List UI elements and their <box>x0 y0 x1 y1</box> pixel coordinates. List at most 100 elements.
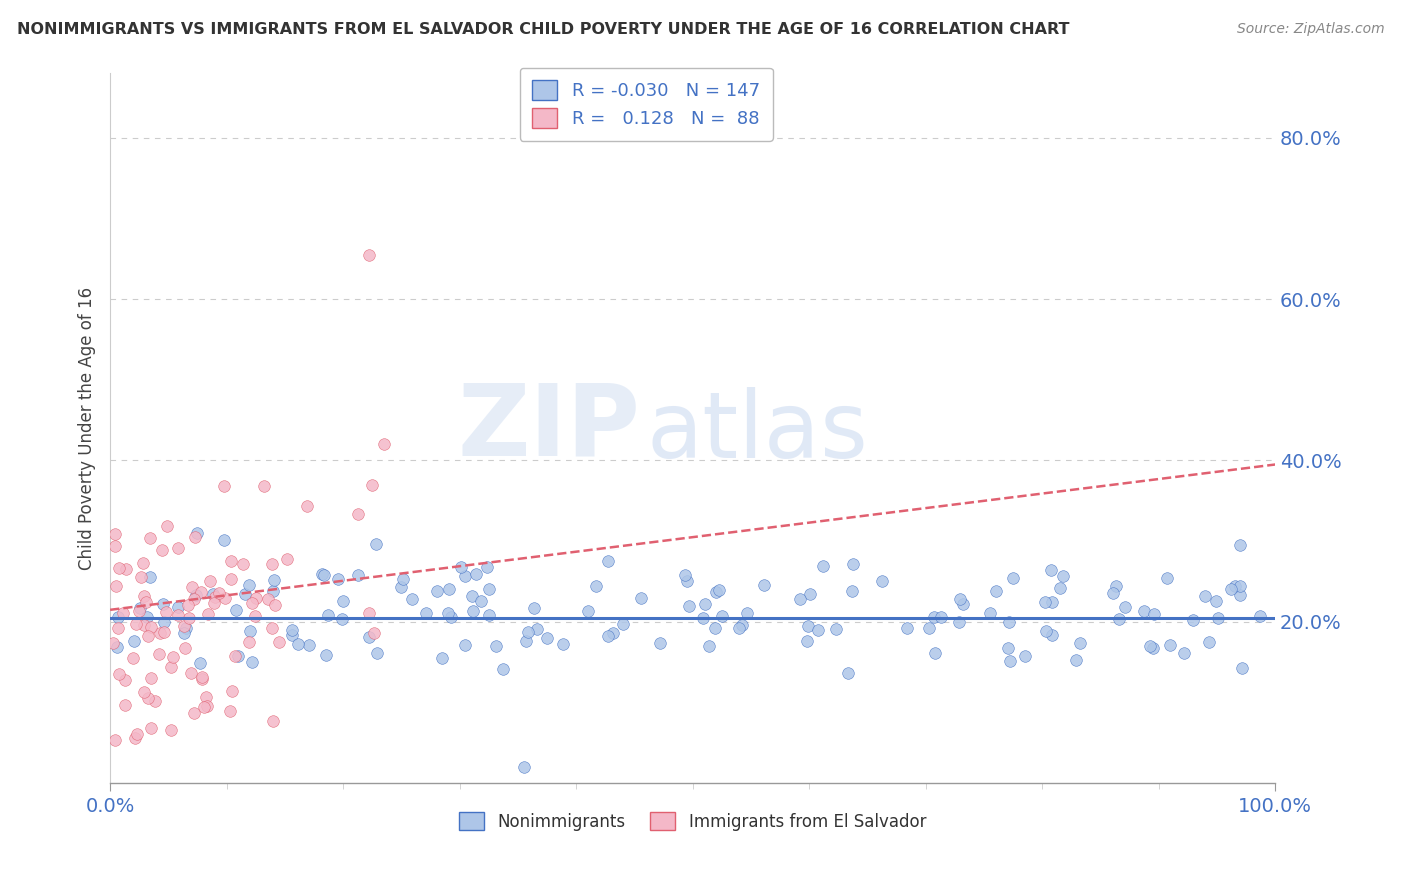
Point <box>870 574 893 588</box>
Point <box>276 551 298 566</box>
Point <box>212 533 235 547</box>
Point <box>122 634 145 648</box>
Point <box>186 588 208 602</box>
Point <box>197 607 219 621</box>
Point <box>104 526 127 541</box>
Point <box>979 606 1001 620</box>
Point <box>1159 638 1181 652</box>
Point <box>127 726 149 740</box>
Point <box>212 479 235 493</box>
Point <box>347 507 370 521</box>
Point <box>1033 595 1056 609</box>
Point <box>789 591 811 606</box>
Point <box>332 594 354 608</box>
Point <box>166 599 188 614</box>
Point <box>731 618 754 632</box>
Point <box>453 638 475 652</box>
Point <box>811 558 834 573</box>
Point <box>104 579 127 593</box>
Point <box>842 557 865 571</box>
Point <box>143 694 166 708</box>
Point <box>918 621 941 635</box>
Point <box>262 621 284 635</box>
Point <box>198 574 221 589</box>
Point <box>997 615 1019 629</box>
Point <box>281 624 304 638</box>
Point <box>267 635 290 649</box>
Point <box>186 526 208 541</box>
Point <box>450 560 472 574</box>
Point <box>1194 589 1216 603</box>
Point <box>1049 582 1071 596</box>
Point <box>1114 600 1136 615</box>
Point <box>602 626 624 640</box>
Point <box>1142 640 1164 655</box>
Point <box>513 760 536 774</box>
Point <box>948 615 970 630</box>
Point <box>366 646 388 660</box>
Point <box>129 569 152 583</box>
Point <box>330 611 353 625</box>
Point <box>204 590 226 604</box>
Point <box>287 637 309 651</box>
Point <box>240 596 263 610</box>
Point <box>228 649 250 664</box>
Point <box>454 569 477 583</box>
Point <box>1205 594 1227 608</box>
Point <box>180 666 202 681</box>
Point <box>825 622 848 636</box>
Point <box>153 625 176 640</box>
Point <box>929 609 952 624</box>
Point <box>233 586 256 600</box>
Point <box>526 622 548 636</box>
Point <box>952 597 974 611</box>
Point <box>124 731 146 745</box>
Point <box>173 640 195 655</box>
Point <box>346 568 368 582</box>
Point <box>173 618 195 632</box>
Point <box>357 630 380 644</box>
Point <box>439 610 461 624</box>
Point <box>1064 653 1087 667</box>
Point <box>202 596 225 610</box>
Point <box>260 558 283 572</box>
Point <box>837 665 859 680</box>
Point <box>896 621 918 635</box>
Point <box>101 636 124 650</box>
Legend: Nonimmigrants, Immigrants from El Salvador: Nonimmigrants, Immigrants from El Salvad… <box>451 804 935 839</box>
Point <box>167 541 190 555</box>
Point <box>104 733 127 747</box>
Point <box>796 619 818 633</box>
Point <box>1156 570 1178 584</box>
Point <box>1002 571 1025 585</box>
Point <box>1229 588 1251 602</box>
Point <box>492 662 515 676</box>
Point <box>675 568 697 582</box>
Point <box>114 698 136 712</box>
Point <box>841 584 863 599</box>
Point <box>612 617 634 632</box>
Point <box>316 608 339 623</box>
Point <box>122 651 145 665</box>
Point <box>1223 579 1246 593</box>
Point <box>191 672 214 686</box>
Point <box>108 561 131 575</box>
Point <box>485 639 508 653</box>
Point <box>415 606 437 620</box>
Point <box>735 606 758 620</box>
Point <box>281 628 304 642</box>
Point <box>153 615 176 630</box>
Point <box>105 640 128 654</box>
Point <box>225 602 247 616</box>
Point <box>239 624 262 638</box>
Point <box>107 610 129 624</box>
Point <box>152 597 174 611</box>
Point <box>1105 579 1128 593</box>
Point <box>392 572 415 586</box>
Point <box>630 591 652 605</box>
Point <box>218 704 240 718</box>
Point <box>697 639 720 653</box>
Point <box>536 631 558 645</box>
Point <box>132 684 155 698</box>
Point <box>523 601 546 615</box>
